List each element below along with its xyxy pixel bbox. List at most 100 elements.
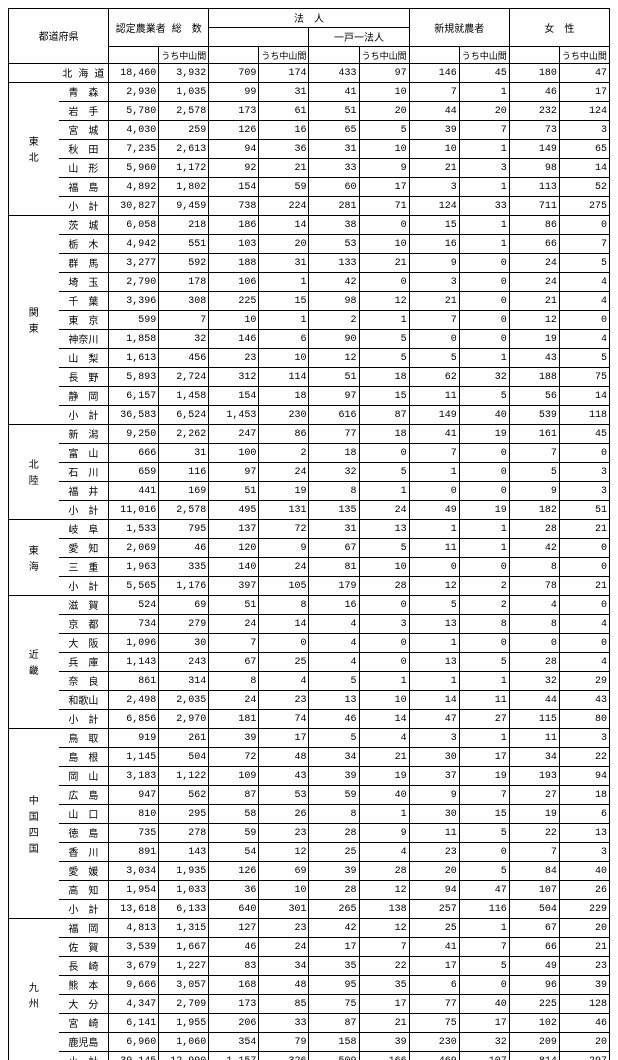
value-cell: 2,069 xyxy=(109,539,159,558)
table-row: 小 計39,14512,9901,15732650916646910781429… xyxy=(9,1052,610,1060)
value-cell: 4 xyxy=(559,330,609,349)
pref-name: 神奈川 xyxy=(59,330,109,349)
pref-name: 佐 賀 xyxy=(59,938,109,957)
pref-name: 秋 田 xyxy=(59,140,109,159)
value-cell: 39 xyxy=(209,729,259,748)
table-row: 小 計6,8562,970181744614472711580 xyxy=(9,710,610,729)
value-cell: 3 xyxy=(459,159,509,178)
value-cell: 15 xyxy=(259,292,309,311)
value-cell: 7 xyxy=(509,444,559,463)
prefecture-stats-table: 都道府県 認定農業者 総 数 法 人 新規就農者 女 性 一戸一法人 うち中山間… xyxy=(8,8,610,1060)
value-cell: 107 xyxy=(509,881,559,900)
value-cell: 2,970 xyxy=(159,710,209,729)
value-cell: 0 xyxy=(359,444,409,463)
pref-name: 大 阪 xyxy=(59,634,109,653)
value-cell: 1,963 xyxy=(109,558,159,577)
value-cell: 179 xyxy=(309,577,359,596)
value-cell: 18 xyxy=(259,387,309,406)
value-cell: 173 xyxy=(209,995,259,1014)
value-cell: 12 xyxy=(409,577,459,596)
col-total: 認定農業者 総 数 xyxy=(109,9,209,47)
value-cell: 24 xyxy=(259,558,309,577)
value-cell: 17 xyxy=(409,957,459,976)
value-cell: 97 xyxy=(359,64,409,83)
col-f-mtn: うち中山間 xyxy=(559,47,609,64)
value-cell: 1 xyxy=(459,672,509,691)
value-cell: 106 xyxy=(209,273,259,292)
value-cell: 46 xyxy=(559,1014,609,1033)
pref-name: 小 計 xyxy=(59,710,109,729)
value-cell: 1,533 xyxy=(109,520,159,539)
value-cell: 105 xyxy=(259,577,309,596)
table-row: 山 口8102955826813015196 xyxy=(9,805,610,824)
value-cell: 23 xyxy=(409,843,459,862)
value-cell: 118 xyxy=(559,406,609,425)
value-cell: 26 xyxy=(259,805,309,824)
value-cell: 22 xyxy=(509,824,559,843)
value-cell: 5 xyxy=(359,330,409,349)
value-cell: 5 xyxy=(559,349,609,368)
table-row: 静 岡6,1571,4581541897151155614 xyxy=(9,387,610,406)
value-cell: 14 xyxy=(259,216,309,235)
value-cell: 0 xyxy=(459,254,509,273)
value-cell: 2 xyxy=(459,596,509,615)
pref-name: 山 梨 xyxy=(59,349,109,368)
value-cell: 40 xyxy=(459,406,509,425)
table-row: 宮 城4,03025912616655397733 xyxy=(9,121,610,140)
value-cell: 11 xyxy=(459,691,509,710)
value-cell: 0 xyxy=(259,634,309,653)
value-cell: 98 xyxy=(309,292,359,311)
table-row: 小 計36,5836,5241,4532306168714940539118 xyxy=(9,406,610,425)
value-cell: 146 xyxy=(409,64,459,83)
value-cell: 0 xyxy=(359,273,409,292)
value-cell: 128 xyxy=(559,995,609,1014)
value-cell: 146 xyxy=(209,330,259,349)
pref-name: 埼 玉 xyxy=(59,273,109,292)
value-cell: 21 xyxy=(559,577,609,596)
pref-name: 京 都 xyxy=(59,615,109,634)
value-cell: 138 xyxy=(359,900,409,919)
value-cell: 94 xyxy=(559,767,609,786)
value-cell: 98 xyxy=(509,159,559,178)
value-cell: 12 xyxy=(259,843,309,862)
value-cell: 0 xyxy=(459,482,509,501)
value-cell: 19 xyxy=(259,482,309,501)
table-row: 九州福 岡4,8131,3151272342122516720 xyxy=(9,919,610,938)
value-cell: 86 xyxy=(259,425,309,444)
value-cell: 1 xyxy=(459,349,509,368)
value-cell: 13 xyxy=(559,824,609,843)
pref-name: 香 川 xyxy=(59,843,109,862)
value-cell: 3 xyxy=(559,463,609,482)
value-cell: 45 xyxy=(559,425,609,444)
value-cell: 83 xyxy=(209,957,259,976)
value-cell: 56 xyxy=(509,387,559,406)
region-label: 近畿 xyxy=(9,596,59,729)
value-cell: 14 xyxy=(559,159,609,178)
value-cell: 20 xyxy=(459,102,509,121)
pref-name: 茨 城 xyxy=(59,216,109,235)
value-cell: 40 xyxy=(459,995,509,1014)
value-cell: 124 xyxy=(559,102,609,121)
value-cell: 0 xyxy=(459,634,509,653)
value-cell: 21 xyxy=(409,159,459,178)
value-cell: 58 xyxy=(209,805,259,824)
value-cell: 7 xyxy=(509,843,559,862)
value-cell: 1,315 xyxy=(159,919,209,938)
value-cell: 19 xyxy=(459,425,509,444)
pref-name: 愛 媛 xyxy=(59,862,109,881)
value-cell: 5 xyxy=(359,121,409,140)
value-cell: 154 xyxy=(209,178,259,197)
value-cell: 7 xyxy=(459,121,509,140)
value-cell: 947 xyxy=(109,786,159,805)
value-cell: 312 xyxy=(209,368,259,387)
value-cell: 23 xyxy=(259,824,309,843)
value-cell: 166 xyxy=(359,1052,409,1060)
col-nf-mtn: うち中山間 xyxy=(459,47,509,64)
value-cell: 180 xyxy=(509,64,559,83)
value-cell: 230 xyxy=(409,1033,459,1052)
value-cell: 2,262 xyxy=(159,425,209,444)
pref-name: 広 島 xyxy=(59,786,109,805)
value-cell: 11,016 xyxy=(109,501,159,520)
value-cell: 0 xyxy=(359,634,409,653)
value-cell: 5 xyxy=(359,463,409,482)
